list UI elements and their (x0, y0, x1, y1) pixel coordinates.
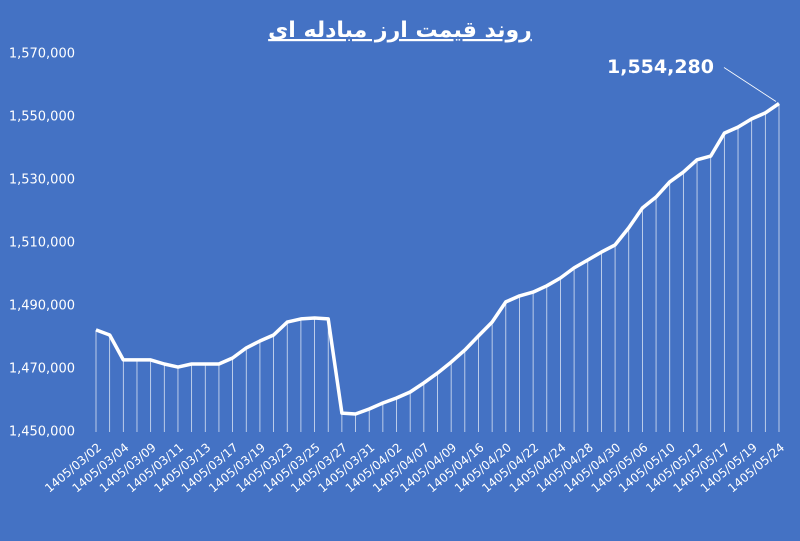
y-tick-label: 1,490,000 (9, 299, 75, 314)
y-tick-label: 1,510,000 (9, 236, 75, 251)
y-tick-label: 1,530,000 (9, 173, 75, 188)
y-tick-label: 1,450,000 (9, 425, 75, 440)
y-tick-label: 1,570,000 (9, 47, 75, 62)
y-tick-label: 1,470,000 (9, 362, 75, 377)
value-label: 1,554,280 (607, 56, 714, 78)
y-tick-label: 1,550,000 (9, 110, 75, 125)
line (95, 102, 780, 416)
chart-title: روند قیمت ارز مبادله ای (268, 18, 532, 43)
leader-line (723, 67, 777, 102)
